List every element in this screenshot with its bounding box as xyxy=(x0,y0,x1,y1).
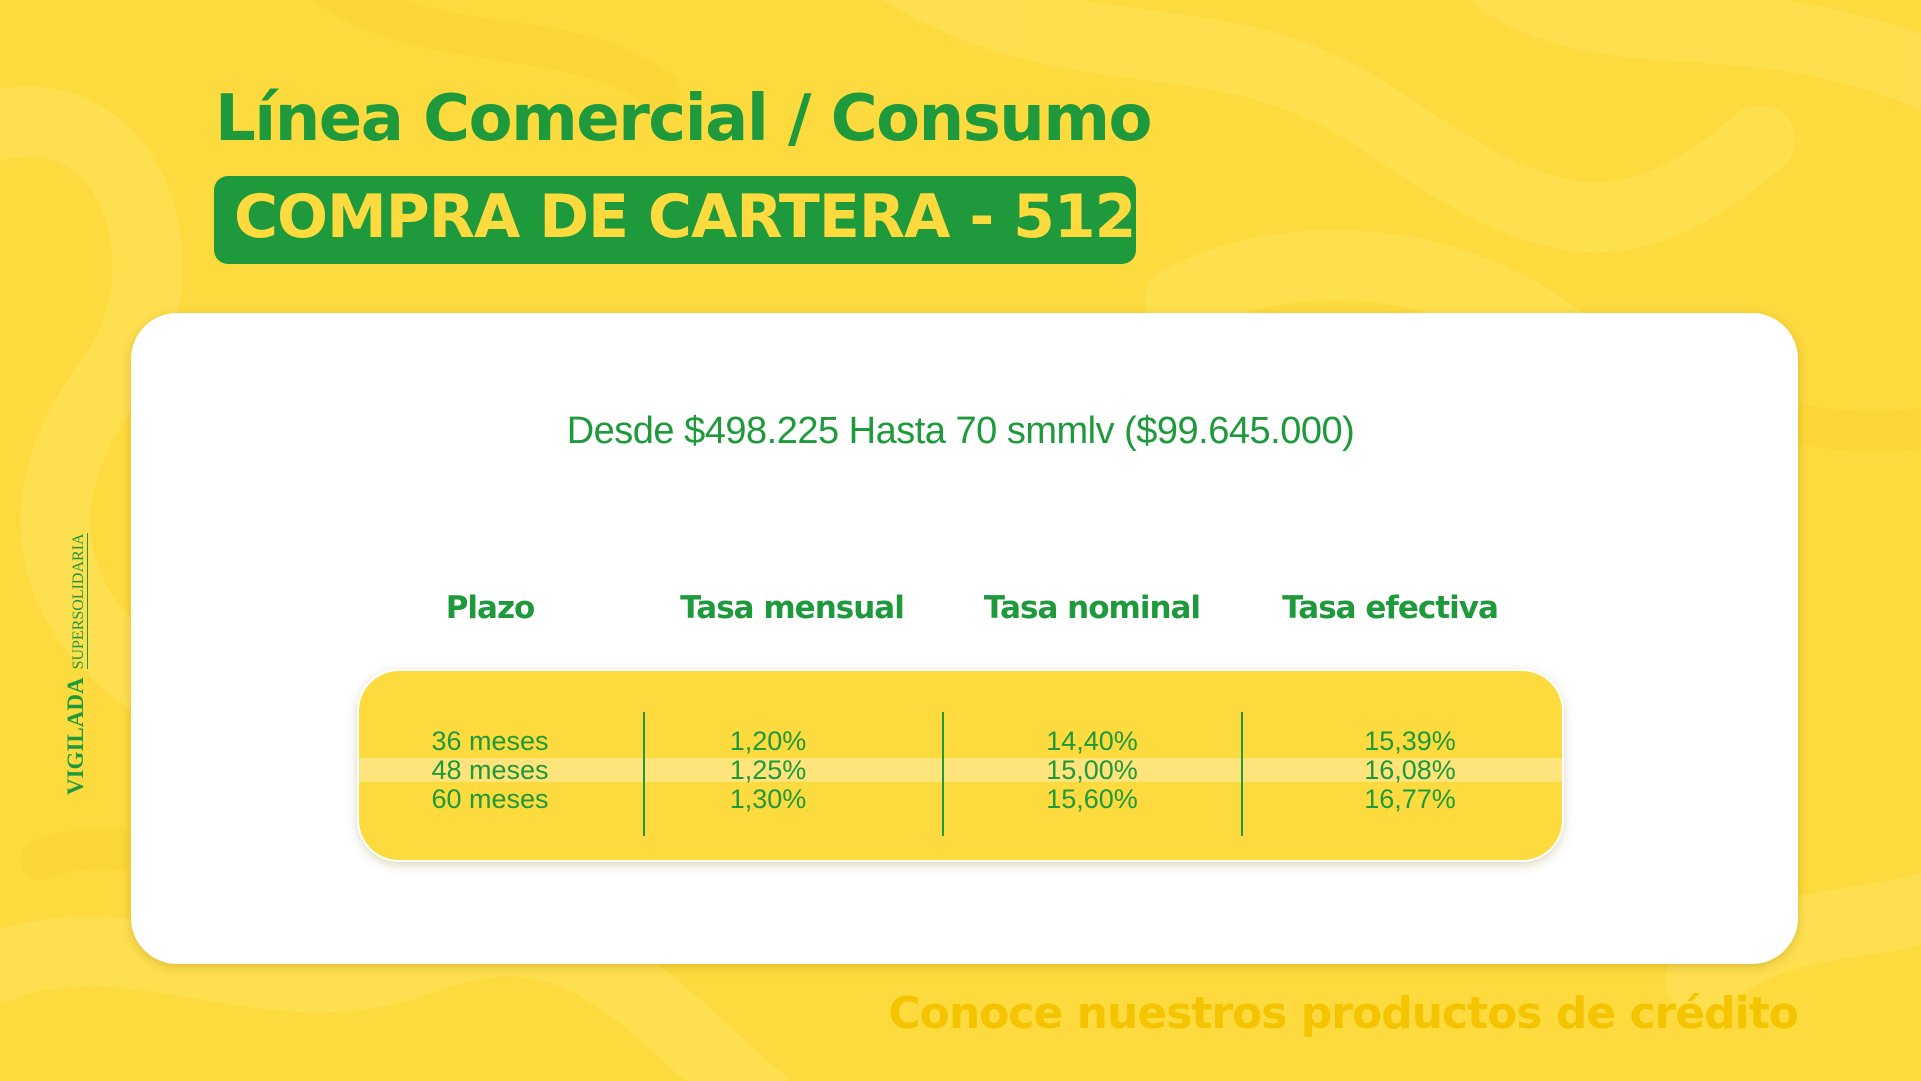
cell-tasa-nominal: 14,40% xyxy=(1046,726,1138,756)
amount-range: Desde $498.225 Hasta 70 smmlv ($99.645.0… xyxy=(566,410,1355,452)
column-divider xyxy=(1241,712,1243,836)
supersolidaria-label: SUPERSOLIDARIA xyxy=(70,533,88,670)
table-row: 60 meses 1,30% 15,60% 16,77% xyxy=(0,785,1921,814)
column-divider xyxy=(942,712,944,836)
column-divider xyxy=(643,712,645,836)
header-plazo: Plazo xyxy=(445,590,536,626)
table-row: 36 meses 1,20% 14,40% 15,39% xyxy=(0,727,1921,756)
cell-tasa-nominal: 15,60% xyxy=(1046,784,1138,814)
cell-tasa-efectiva: 15,39% xyxy=(1364,726,1456,756)
cell-plazo: 60 meses xyxy=(431,784,549,814)
cell-tasa-mensual: 1,20% xyxy=(729,726,807,756)
page-title: Línea Comercial / Consumo xyxy=(215,82,1153,156)
cell-tasa-efectiva: 16,77% xyxy=(1364,784,1456,814)
product-subtitle: COMPRA DE CARTERA - 512 xyxy=(234,182,1136,252)
cell-tasa-mensual: 1,30% xyxy=(729,784,807,814)
cell-tasa-efectiva: 16,08% xyxy=(1364,755,1456,785)
cell-plazo: 48 meses xyxy=(431,755,549,785)
rates-table xyxy=(359,671,1562,860)
cell-tasa-mensual: 1,25% xyxy=(729,755,807,785)
subtitle-banner xyxy=(214,176,1136,264)
table-row: 48 meses 1,25% 15,00% 16,08% xyxy=(0,756,1921,785)
header-tasa-efectiva: Tasa efectiva xyxy=(1282,590,1499,626)
header-tasa-mensual: Tasa mensual xyxy=(680,590,905,626)
cell-plazo: 36 meses xyxy=(431,726,549,756)
header-tasa-nominal: Tasa nominal xyxy=(983,590,1201,626)
footer-tagline: Conoce nuestros productos de crédito xyxy=(888,988,1799,1039)
row-highlight xyxy=(359,758,1562,782)
cell-tasa-nominal: 15,00% xyxy=(1046,755,1138,785)
